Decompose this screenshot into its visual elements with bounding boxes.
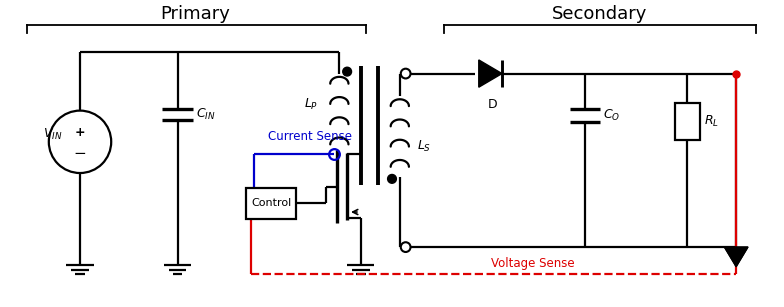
Text: $C_O$: $C_O$ (603, 108, 620, 123)
Text: $L_S$: $L_S$ (417, 139, 432, 154)
Text: $C_{IN}$: $C_{IN}$ (196, 107, 216, 122)
FancyBboxPatch shape (675, 103, 700, 140)
FancyBboxPatch shape (245, 188, 296, 219)
Circle shape (387, 174, 397, 183)
Text: Current Sense: Current Sense (268, 130, 352, 143)
Polygon shape (724, 247, 748, 266)
Text: Control: Control (251, 198, 291, 208)
Text: $V_{IN}$: $V_{IN}$ (43, 126, 63, 142)
Text: D: D (488, 98, 497, 111)
Text: −: − (74, 146, 86, 161)
Text: Voltage Sense: Voltage Sense (491, 257, 575, 270)
Text: Secondary: Secondary (552, 5, 648, 23)
Text: $L_P$: $L_P$ (303, 97, 318, 112)
Text: Primary: Primary (160, 5, 230, 23)
Text: $R_L$: $R_L$ (704, 114, 719, 129)
Text: +: + (74, 126, 85, 138)
Polygon shape (479, 60, 502, 87)
Circle shape (343, 67, 351, 76)
